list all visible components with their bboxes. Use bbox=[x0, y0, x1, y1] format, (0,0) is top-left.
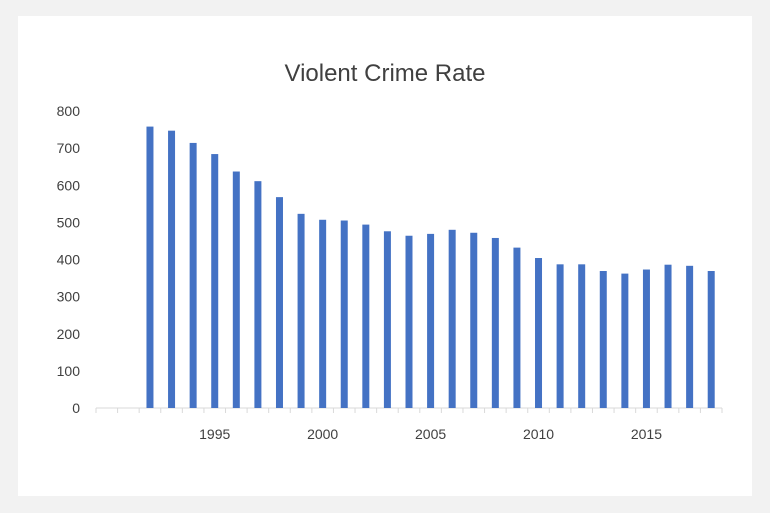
bar bbox=[535, 258, 543, 408]
bar bbox=[686, 265, 694, 408]
x-axis: 1995 2000 2005 2010 2015 bbox=[95, 407, 723, 442]
bar bbox=[470, 232, 478, 408]
bar bbox=[642, 269, 650, 408]
bar bbox=[664, 264, 672, 408]
bar bbox=[340, 220, 348, 408]
bar bbox=[556, 264, 564, 408]
y-tick-label: 800 bbox=[57, 103, 81, 119]
y-axis-ticks: 0 100 200 300 400 500 600 700 800 bbox=[57, 103, 81, 416]
y-tick-label: 0 bbox=[72, 400, 80, 416]
bar bbox=[168, 130, 176, 408]
y-tick-label: 200 bbox=[57, 326, 81, 342]
bar bbox=[621, 273, 629, 408]
bar bbox=[448, 229, 456, 408]
bar-series bbox=[146, 126, 715, 409]
bar bbox=[211, 154, 219, 408]
bar bbox=[254, 181, 262, 408]
x-tick-label: 2005 bbox=[415, 426, 446, 442]
y-tick-label: 600 bbox=[57, 177, 81, 193]
bar bbox=[707, 271, 715, 408]
bar bbox=[405, 235, 413, 408]
chart-title: Violent Crime Rate bbox=[284, 60, 486, 87]
bar bbox=[146, 126, 154, 408]
bar bbox=[383, 231, 391, 408]
x-tick-label: 2015 bbox=[631, 426, 662, 442]
y-tick-label: 100 bbox=[57, 363, 81, 379]
bar bbox=[297, 213, 305, 408]
bar bbox=[189, 142, 197, 409]
bar bbox=[362, 224, 370, 408]
bar bbox=[232, 171, 240, 408]
bar bbox=[513, 247, 521, 408]
y-tick-label: 300 bbox=[57, 289, 81, 305]
x-tick-label: 1995 bbox=[199, 426, 230, 442]
x-tick-label: 2000 bbox=[307, 426, 338, 442]
y-tick-label: 700 bbox=[57, 140, 81, 156]
x-tick-label: 2010 bbox=[523, 426, 554, 442]
bar bbox=[491, 237, 499, 408]
bar bbox=[427, 233, 435, 408]
bar bbox=[578, 264, 586, 408]
bar bbox=[599, 271, 607, 408]
y-tick-label: 400 bbox=[57, 252, 81, 268]
bar bbox=[319, 219, 327, 408]
bar bbox=[275, 197, 283, 408]
y-tick-label: 500 bbox=[57, 214, 81, 230]
